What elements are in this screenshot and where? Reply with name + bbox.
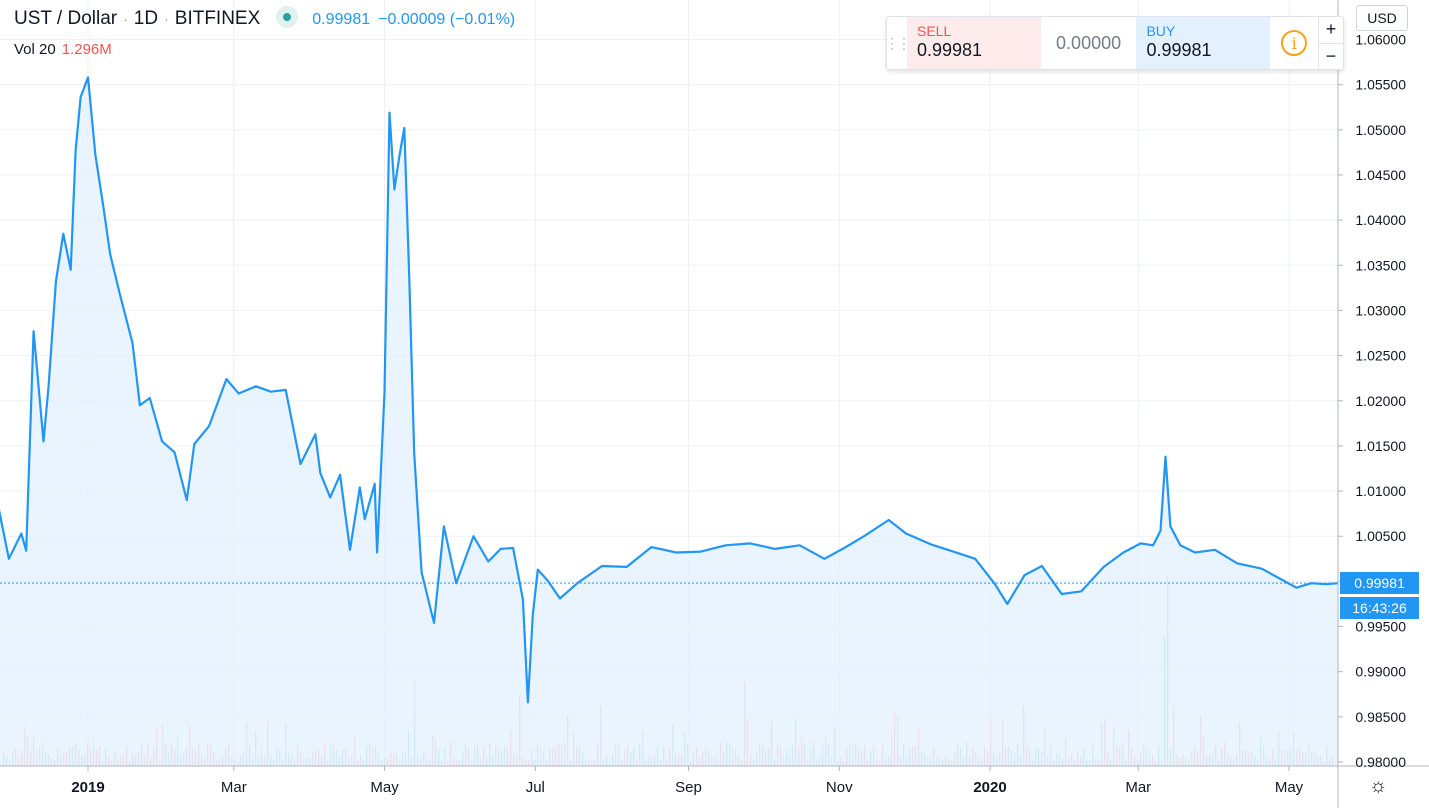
- y-tick-label: 0.99000: [1355, 664, 1406, 680]
- header-separator: ·: [164, 11, 169, 27]
- minus-button[interactable]: −: [1325, 45, 1337, 66]
- y-tick-label: 1.02000: [1355, 393, 1406, 409]
- price-area: [0, 77, 1339, 766]
- quantity-stepper[interactable]: + −: [1318, 17, 1343, 69]
- symbol-name[interactable]: UST / Dollar: [14, 8, 118, 29]
- price-change: −0.00009 (−0.01%): [378, 11, 516, 28]
- settings-gear-icon[interactable]: ☼: [1369, 775, 1388, 797]
- y-tick-label: 1.05500: [1355, 77, 1406, 93]
- last-price-label: 0.99981: [1340, 572, 1419, 595]
- last-price: 0.99981: [312, 11, 371, 28]
- y-tick-label: 1.04500: [1355, 167, 1406, 183]
- header-separator: ·: [123, 11, 128, 27]
- sell-price: 0.99981: [917, 40, 983, 60]
- x-tick-label: May: [1275, 779, 1304, 796]
- x-tick-label: May: [370, 779, 399, 796]
- sell-label: SELL: [917, 23, 952, 39]
- y-tick-label: 1.04000: [1355, 212, 1406, 228]
- y-tick-label: 0.99500: [1355, 619, 1406, 635]
- market-status-icon: [276, 6, 299, 28]
- info-icon: i: [1281, 30, 1308, 56]
- y-tick-label: 0.98000: [1355, 754, 1406, 770]
- symbol-header[interactable]: UST / Dollar · 1D · BITFINEX 0.99981 −0.00009 …: [14, 6, 515, 30]
- plus-button[interactable]: +: [1319, 17, 1343, 44]
- x-tick-label: Mar: [221, 779, 247, 796]
- buy-price: 0.99981: [1146, 40, 1212, 60]
- y-tick-label: 1.00500: [1355, 528, 1406, 544]
- currency-button[interactable]: USD: [1356, 5, 1408, 31]
- y-tick-label: 1.02500: [1355, 348, 1406, 364]
- price-axis[interactable]: 1.06000 1.05500 1.05000 1.04500 1.04000 1.035…: [1338, 32, 1406, 771]
- volume-label: Vol 20: [14, 41, 56, 58]
- buy-button[interactable]: BUY 0.99981: [1136, 17, 1271, 69]
- y-tick-label: 1.03000: [1355, 302, 1406, 318]
- interval-label[interactable]: 1D: [133, 8, 159, 29]
- exchange-label: BITFINEX: [174, 8, 261, 29]
- y-tick-label: 1.05000: [1355, 122, 1406, 138]
- spread-value: 0.00000: [1056, 32, 1122, 53]
- bar-countdown: 16:43:26: [1340, 597, 1419, 620]
- buy-label: BUY: [1146, 23, 1176, 39]
- x-tick-label: Sep: [675, 779, 702, 796]
- info-button[interactable]: i: [1270, 17, 1318, 69]
- y-tick-label: 1.01500: [1355, 438, 1406, 454]
- volume-value: 1.296M: [61, 41, 112, 58]
- y-tick-label: 1.03500: [1355, 257, 1406, 273]
- x-tick-label: Jul: [526, 779, 545, 796]
- x-tick-label: 2019: [71, 779, 104, 796]
- y-tick-label: 1.06000: [1355, 32, 1406, 48]
- trade-panel: ⋮⋮ SELL 0.99981 0.00000 BUY 0.99981 i + …: [885, 16, 1344, 70]
- x-tick-label: Mar: [1125, 779, 1151, 796]
- time-axis[interactable]: 2019 Mar May Jul Sep Nov 2020 Mar May: [71, 766, 1304, 796]
- x-tick-label: 2020: [973, 779, 1006, 796]
- price-line: [0, 76, 1339, 704]
- sell-button[interactable]: SELL 0.99981: [907, 17, 1041, 69]
- drag-handle-icon[interactable]: ⋮⋮: [885, 34, 911, 51]
- y-tick-label: 1.01000: [1355, 483, 1406, 499]
- y-tick-label: 0.98500: [1355, 709, 1406, 725]
- volume-legend[interactable]: Vol 20 1.296M: [14, 41, 112, 58]
- x-tick-label: Nov: [826, 779, 853, 796]
